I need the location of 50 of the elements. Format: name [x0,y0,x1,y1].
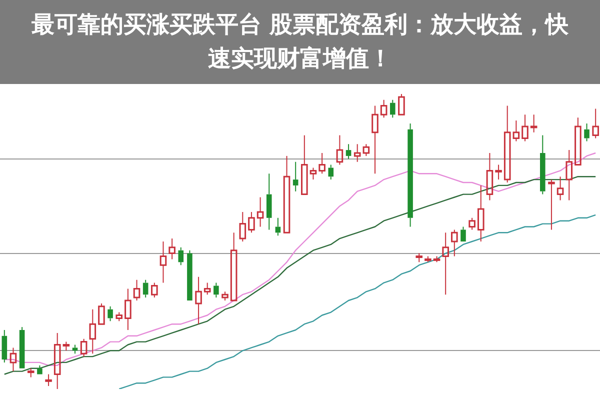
candlestick [566,150,573,201]
chart-title: 最可靠的买涨买跌平台 股票配资盈利：放大收益，快速实现财富增值！ [0,0,600,84]
candlestick [548,179,555,230]
candlestick [486,152,494,201]
candlestick [451,229,458,257]
candlestick [477,184,484,242]
candlestick [584,123,590,142]
candlestick [133,279,140,301]
candlestick [178,246,184,266]
candlestick [230,232,238,302]
candlestick [592,108,599,139]
candlestick [214,282,219,298]
candlestick [540,134,546,195]
candlestick [512,120,520,142]
candlestick [372,105,378,174]
candlestick [522,114,528,142]
candlestick [37,364,42,374]
candlestick [504,105,511,183]
candlestick [256,196,264,228]
candlestick [336,134,344,166]
candlestick [239,212,246,242]
candlestick [142,279,148,298]
candlestick [495,164,502,180]
candlestick [10,347,17,372]
candlestick [301,134,308,196]
candlestick [346,144,352,160]
candlestick [2,330,8,363]
candlestick [160,241,167,284]
candlestick [168,238,176,260]
candlestick [292,161,298,192]
candlestick [89,308,96,354]
candlestick [72,344,78,354]
candlestick [54,332,61,390]
candlestick [45,374,52,387]
candlestick [530,114,538,133]
candlestick [318,152,326,174]
candlestick [408,123,413,228]
candlestick [328,164,334,180]
candlestick [283,155,290,234]
candlestick [124,288,132,330]
candlestick [574,117,582,166]
candlestick [442,232,449,296]
candlestick [108,306,113,322]
candlestick [354,144,361,162]
candlestick [556,176,564,201]
candlestick [187,250,192,300]
candlestick [195,276,202,325]
candlestick [19,326,25,368]
candlestick [390,99,396,118]
candlestick [266,173,272,230]
